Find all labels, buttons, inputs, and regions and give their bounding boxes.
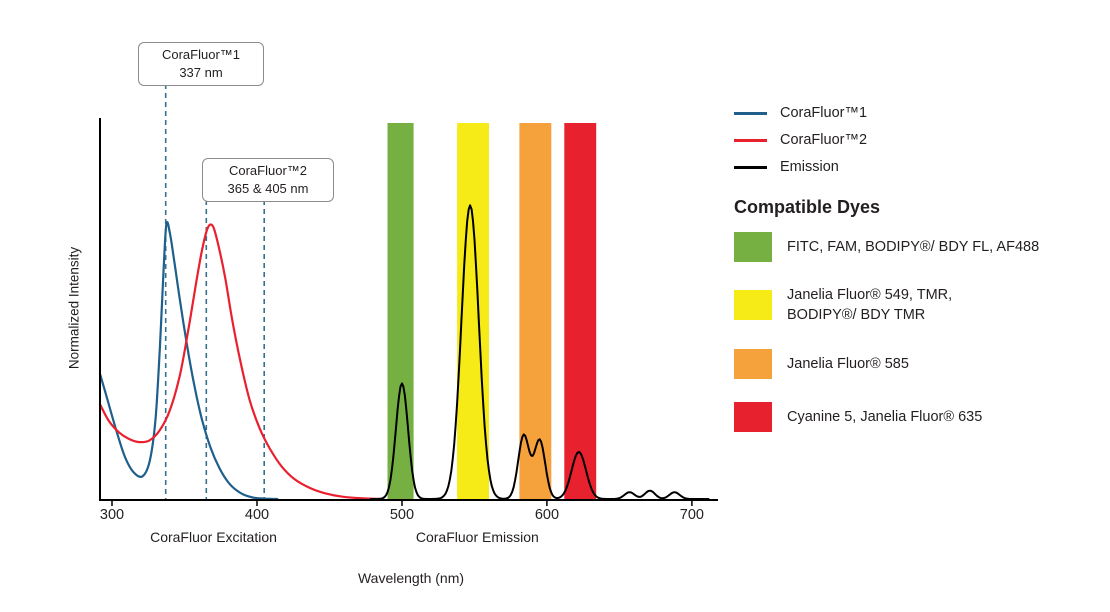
excitation-section-label: CoraFluor Excitation — [150, 529, 277, 545]
legend-label: Emission — [780, 158, 839, 175]
emission-line-swatch — [734, 166, 767, 170]
yellow-dye-swatch — [734, 290, 772, 321]
corafluor1-line-swatch — [734, 112, 767, 116]
callout-corafluor2: CoraFluor™2 365 & 405 nm — [202, 158, 334, 203]
filter-band-2 — [519, 123, 552, 499]
callout-value: 337 nm — [179, 65, 223, 81]
x-tick-label: 300 — [99, 507, 125, 523]
emission-section-label: CoraFluor Emission — [415, 529, 539, 545]
callout-value: 365 & 405 nm — [227, 181, 309, 197]
x-tick-label: 700 — [679, 507, 704, 523]
dye-label: Janelia Fluor® 549, TMR, BODIPY®/ BDY TM… — [787, 286, 953, 324]
x-tick-label: 400 — [244, 507, 270, 523]
excitation-curve-1 — [98, 223, 383, 501]
dye-item-green: FITC, FAM, BODIPY®/ BDY FL, AF488 — [734, 231, 1106, 262]
callout-corafluor1: CoraFluor™1 337 nm — [138, 42, 264, 87]
green-dye-swatch — [734, 231, 772, 262]
dye-label: Janelia Fluor® 585 — [787, 355, 909, 372]
y-axis-label: Normalized Intensity — [66, 246, 82, 370]
x-axis-label: Wavelength (nm) — [357, 570, 465, 586]
x-tick-label: 600 — [534, 507, 560, 523]
callout-title: CoraFluor™1 — [161, 47, 241, 62]
legend-label: CoraFluor™1 — [780, 105, 868, 121]
filter-band-3 — [564, 123, 597, 499]
legend-item-emission: Emission — [734, 158, 1106, 176]
callout-title: CoraFluor™2 — [228, 163, 308, 178]
orange-dye-swatch — [734, 348, 772, 379]
dye-item-orange: Janelia Fluor® 585 — [734, 348, 1106, 379]
excitation-curve-0 — [98, 221, 279, 501]
legend-item-corafluor2: CoraFluor™2 — [734, 131, 1106, 149]
red-dye-swatch — [734, 401, 772, 432]
legend-item-corafluor1: CoraFluor™1 — [734, 105, 1106, 122]
x-tick-label: 500 — [389, 507, 415, 523]
dye-item-red: Cyanine 5, Janelia Fluor® 635 — [734, 401, 1106, 432]
legend-label: CoraFluor™2 — [780, 131, 868, 148]
corafluor2-line-swatch — [734, 139, 767, 143]
dye-label: FITC, FAM, BODIPY®/ BDY FL, AF488 — [787, 238, 1040, 255]
compatible-dyes-heading: Compatible Dyes — [734, 196, 881, 217]
legend-panel: CoraFluor™1 CoraFluor™2 Emission Compati… — [734, 105, 1106, 432]
dye-label: Cyanine 5, Janelia Fluor® 635 — [787, 408, 983, 425]
dye-item-yellow: Janelia Fluor® 549, TMR, BODIPY®/ BDY TM… — [734, 285, 1106, 326]
